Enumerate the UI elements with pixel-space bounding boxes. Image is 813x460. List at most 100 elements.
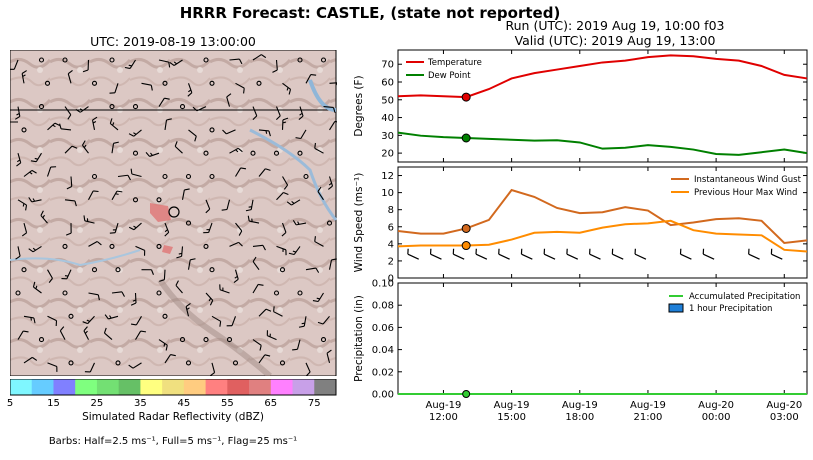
wind-barb — [452, 248, 465, 260]
wind-barb — [312, 292, 324, 303]
wind-barb — [130, 168, 142, 178]
wind-barb — [252, 244, 266, 251]
wind-barb — [326, 349, 332, 364]
calm-marker — [91, 80, 98, 86]
wind-barb — [323, 106, 336, 113]
wind-barb — [305, 362, 311, 376]
hourly-wind-barbs — [407, 248, 783, 260]
wind-barb — [327, 176, 334, 190]
calm-marker — [132, 197, 139, 203]
calm-marker — [232, 360, 239, 366]
wind-barb — [235, 167, 247, 177]
colorbar-tick-label: 25 — [90, 398, 104, 409]
wind-barb — [10, 59, 19, 70]
wind-barb — [407, 248, 419, 260]
wind-barb — [174, 141, 183, 154]
legend-label: Instantaneous Wind Gust — [694, 175, 802, 185]
wind-barb — [128, 362, 142, 369]
calm-marker — [326, 220, 333, 226]
wind-barb — [235, 82, 245, 94]
calm-marker — [203, 150, 209, 156]
colorbar-swatch — [292, 379, 315, 395]
wind-barb — [67, 69, 73, 84]
radar-echo — [150, 203, 171, 222]
wind-barb — [235, 222, 243, 236]
calm-marker — [162, 173, 168, 180]
calm-marker — [68, 360, 74, 366]
wind-barb — [23, 315, 36, 324]
calm-marker — [62, 243, 68, 249]
calm-marker — [209, 127, 215, 133]
wind-barb — [611, 248, 624, 260]
wind-barb — [298, 106, 304, 120]
x-tick-label: Aug-20 — [698, 400, 734, 411]
wind-barb — [226, 93, 232, 107]
colorbar-swatch — [205, 379, 228, 395]
calm-marker — [156, 243, 162, 249]
wind-barb — [128, 222, 142, 231]
wind-barb — [221, 199, 231, 211]
wind-barb — [84, 362, 95, 373]
wind-barb — [292, 219, 307, 226]
colorbar-swatch — [227, 379, 250, 395]
wind-barb — [276, 245, 287, 256]
calm-marker — [68, 313, 74, 319]
calm-marker — [91, 267, 98, 273]
calm-marker — [38, 104, 45, 110]
wind-barb — [226, 316, 237, 327]
wind-barb — [295, 129, 307, 140]
y-tick-label: 0.02 — [372, 367, 394, 378]
wind-barb — [702, 248, 715, 260]
calm-marker — [115, 360, 121, 366]
calm-marker — [209, 267, 215, 273]
y-tick-label: 0.08 — [372, 301, 394, 312]
calm-marker — [91, 173, 98, 180]
legend-label: 1 hour Precipitation — [689, 304, 772, 314]
wind-barb — [288, 246, 301, 256]
wind-barb — [258, 168, 271, 177]
wind-barb — [46, 166, 57, 177]
wind-barb — [75, 106, 89, 113]
wind-barb — [247, 215, 260, 224]
wind-barb — [233, 269, 239, 284]
y-tick-label: 12 — [381, 171, 394, 182]
wind-barb — [169, 59, 183, 66]
calm-marker — [132, 150, 139, 156]
colorbar-swatch — [140, 379, 163, 395]
run-info: Run (UTC): 2019 Aug 19, 10:00 f03 Valid … — [470, 18, 760, 48]
wind-barb — [276, 192, 289, 201]
wind-barb — [175, 280, 183, 294]
wind-barb — [14, 106, 21, 120]
calm-marker — [21, 267, 27, 273]
wind-barb — [47, 362, 58, 372]
wind-barb — [245, 199, 254, 212]
colorbar-swatch — [96, 379, 120, 395]
colorbar-swatch — [249, 379, 272, 395]
wind-barb — [317, 186, 324, 201]
wind-barb — [158, 59, 171, 68]
y-axis-label: Wind Speed (ms⁻¹) — [353, 173, 365, 273]
plot-area — [397, 49, 808, 163]
wind-barb — [205, 199, 211, 214]
wind-barb — [117, 174, 132, 181]
calm-marker — [62, 290, 68, 296]
wind-barb — [543, 248, 556, 260]
wind-barb — [328, 258, 337, 270]
wind-barb — [209, 362, 216, 376]
y-tick-label: 40 — [381, 113, 394, 124]
calm-marker — [179, 104, 186, 110]
wind-barb — [47, 122, 60, 131]
wind-barb — [185, 303, 191, 317]
wind-barb — [498, 248, 510, 260]
wind-barb — [66, 176, 73, 190]
current-time-marker — [461, 223, 471, 233]
calm-marker — [162, 313, 168, 319]
wind-barb — [275, 106, 281, 120]
calm-marker — [297, 150, 303, 156]
x-tick-label: 18:00 — [565, 412, 594, 423]
river — [10, 249, 141, 267]
current-time-marker — [461, 92, 471, 102]
river — [249, 128, 337, 221]
y-tick-label: 20 — [381, 149, 394, 160]
